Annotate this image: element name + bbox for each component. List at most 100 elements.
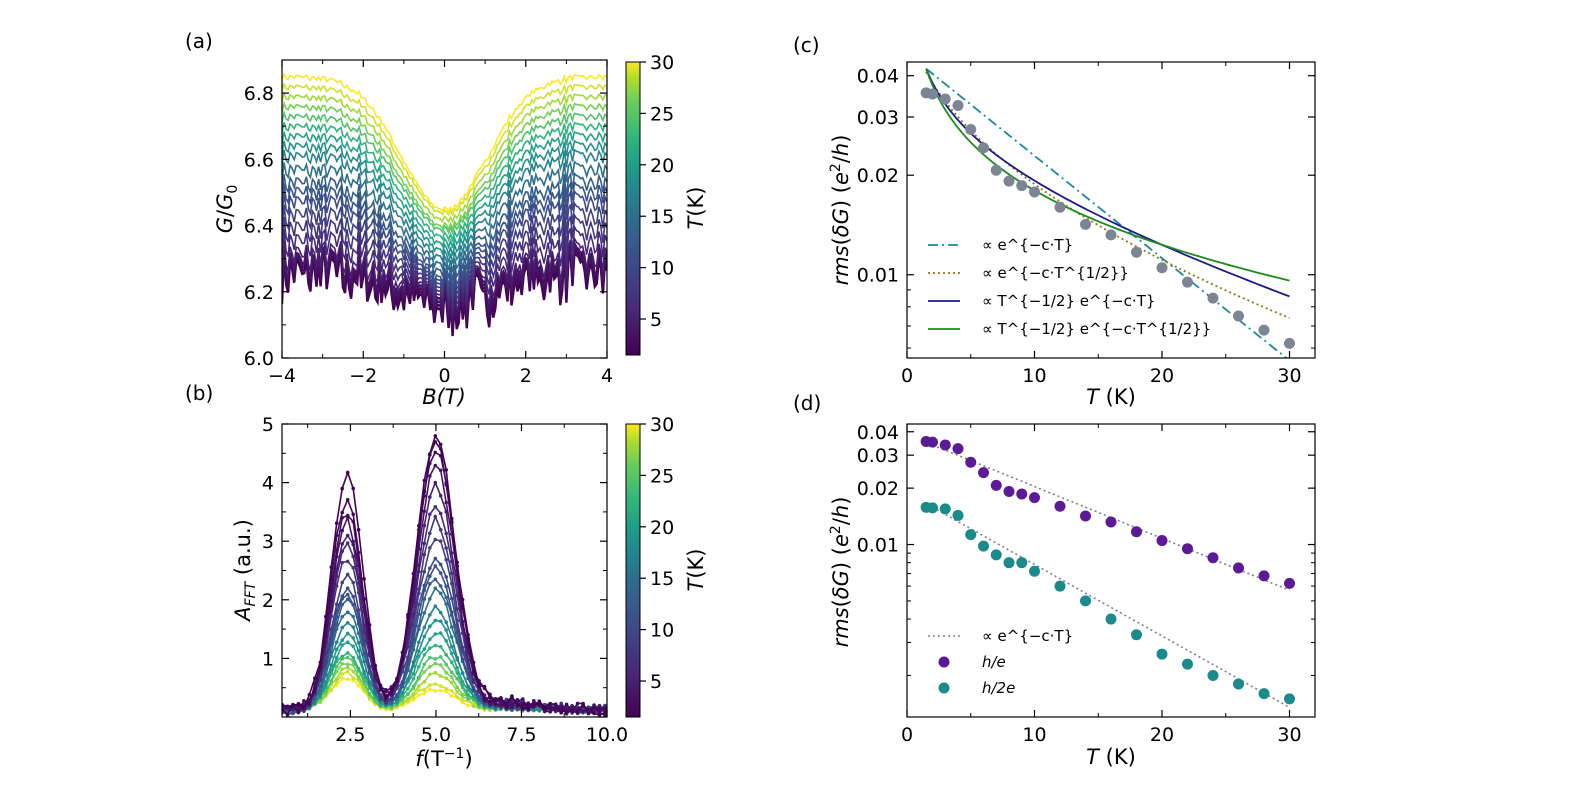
panel-a-series-12K [282,160,607,273]
y-tick-label: 0.03 [857,445,899,467]
panel-b-point [564,709,569,714]
panel-b-point [318,660,323,665]
panel-d-data-point [1258,570,1270,582]
y-tick-label: 0.01 [857,265,899,287]
panel-c-frame [906,61,1316,359]
panel-b-point [510,705,514,709]
panel-d-data-point [1029,565,1040,577]
panel-b-point [334,664,339,669]
panel-b-point [438,493,443,498]
panel-b-point [428,582,432,586]
panel-b-point [400,657,405,662]
panel-d-data-point [1182,658,1193,670]
colorbar-tick-label: 5 [650,671,662,693]
panel-b-point [422,670,427,674]
panel-b-point [542,705,547,710]
colorbar-b-label: T(K) [684,549,708,592]
panel-d-frame [906,423,1316,718]
panel-b-point [345,541,350,545]
panel-b-point [313,686,317,690]
panel-b-point [356,666,361,671]
panel-c-content [920,67,1295,358]
panel-b-point [334,677,339,681]
panel-b-point [438,468,443,473]
panel-b-point [334,521,339,525]
panel-d-data-point [1233,562,1244,574]
panel-b-point [400,680,405,684]
panel-b-point [296,703,301,707]
panel-b-point [428,613,432,617]
panel-b-point [417,664,421,669]
panel-b-point [466,703,470,708]
panel-b-point [422,611,427,615]
panel-b-point [537,709,542,713]
panel-b-point [444,531,449,536]
panel-b-point [324,680,328,684]
panel-b-point [603,706,607,710]
x-tick-label: 7.5 [506,724,536,746]
panel-b-point [345,559,350,564]
panel-c-data-point [1080,218,1091,230]
panel-c-data-point [1029,186,1040,198]
panel-b-point [422,634,427,639]
panel-b-point [356,527,361,532]
panel-b-point [389,701,394,705]
panel-b-point [438,591,443,596]
panel-b-point [345,665,350,670]
panel-b-point [406,696,410,701]
panel-b-point [351,644,356,649]
panel-b-point [586,708,591,712]
panel-c-xlabel: T (K) [1086,385,1136,409]
panel-d-data-point [952,509,964,521]
panel-b-point [428,566,432,571]
panel-d-fit-line [932,506,1290,709]
panel-b-point [438,442,443,447]
panel-b-point [521,697,525,701]
panel-b-point [559,704,563,709]
panel-b-point [438,684,443,688]
panel-b-point [449,689,454,693]
panel-b-point [384,688,388,692]
panel-b-point [460,680,465,684]
panel-b-point [526,706,531,711]
panel-b-point [345,655,350,660]
panel-b-point [362,659,366,664]
panel-b-point [499,706,503,710]
panel-b-point [575,701,580,706]
panel-b-point [302,699,306,703]
panel-b-point [466,633,470,637]
panel-b-point [444,676,449,680]
panel-b-point [428,531,432,536]
legend-d-label: h/e [982,653,1006,671]
y-tick-label: 2 [262,590,274,612]
x-tick-label: 5.0 [421,724,451,746]
panel-b-point [417,624,421,629]
panel-b-point [433,604,438,608]
panel-b-point [340,667,345,671]
panel-a-series-14K [282,148,607,264]
panel-b-point [285,704,290,709]
panel-b-point [433,689,438,693]
panel-b-point [324,689,328,693]
panel-b-point [428,672,432,677]
panel-b-point [356,675,361,679]
panel-b-point [559,701,563,706]
panel-c-fit-line [925,68,1290,298]
panel-b-point [334,602,339,607]
panel-b-point [455,666,460,670]
panel-a-series-18K [282,130,607,250]
legend-d-label: ∝ e^{−c·T} [982,627,1073,645]
panel-b-point [449,651,454,656]
panel-b-point [351,565,356,570]
panel-c-data-point [1284,337,1295,349]
x-tick-label: 30 [1277,724,1301,746]
x-tick-label: 20 [1150,724,1174,746]
panel-b-point [444,546,449,550]
panel-b-point [449,551,454,555]
panel-d-data-point [965,529,977,541]
panel-d-data-point [1207,669,1219,681]
panel-b-point [466,692,470,697]
panel-b-point [433,505,438,509]
panel-b-point [422,647,427,651]
panel-b-point [466,696,470,701]
